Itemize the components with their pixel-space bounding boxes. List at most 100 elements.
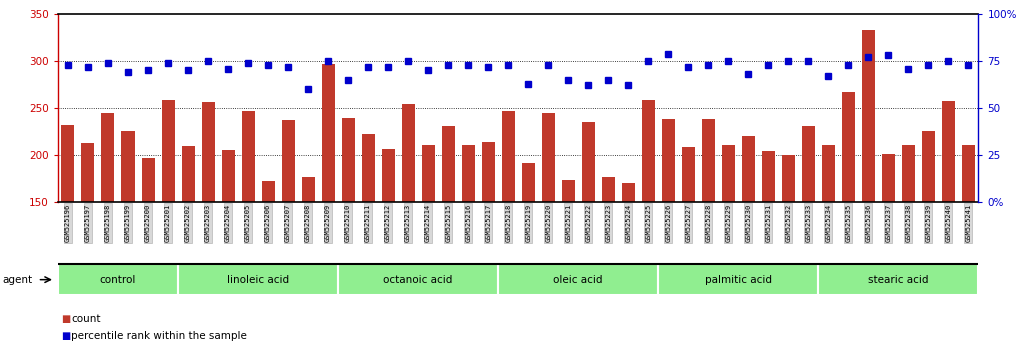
Bar [242,111,254,342]
Text: GSM525201: GSM525201 [165,204,171,242]
Bar [801,126,815,342]
Bar [441,126,455,342]
Text: GSM525209: GSM525209 [325,204,332,242]
Bar [338,264,498,295]
Bar [261,181,275,342]
Text: ■: ■ [61,331,70,341]
Text: GSM525241: GSM525241 [965,204,971,242]
Text: linoleic acid: linoleic acid [227,275,289,285]
Bar [402,104,415,342]
Bar [282,120,295,342]
Text: GSM525210: GSM525210 [345,204,351,242]
Text: GSM525203: GSM525203 [205,204,212,242]
Text: GSM525204: GSM525204 [225,204,231,242]
Text: GSM525235: GSM525235 [845,204,851,242]
Text: GSM525219: GSM525219 [525,204,531,242]
Bar [642,99,655,342]
Text: palmitic acid: palmitic acid [705,275,772,285]
Bar [162,101,175,342]
Text: GSM525214: GSM525214 [425,204,431,242]
Text: GSM525240: GSM525240 [946,204,951,242]
Bar [658,264,819,295]
Text: GSM525205: GSM525205 [245,204,251,242]
Text: GSM525229: GSM525229 [725,204,731,242]
Bar [962,145,975,342]
Text: GSM525225: GSM525225 [645,204,651,242]
Text: GSM525239: GSM525239 [925,204,932,242]
Text: GSM525236: GSM525236 [865,204,872,242]
Text: GSM525208: GSM525208 [305,204,311,242]
Bar [561,180,575,342]
Text: GSM525220: GSM525220 [545,204,551,242]
Text: GSM525215: GSM525215 [445,204,452,242]
Bar [819,264,978,295]
Bar [498,264,658,295]
Bar [741,136,755,342]
Bar [61,125,74,342]
Text: GSM525222: GSM525222 [585,204,591,242]
Text: GSM525226: GSM525226 [665,204,671,242]
Bar [602,177,614,342]
Bar [482,142,494,342]
Bar [942,101,955,342]
Text: count: count [71,314,101,324]
Bar [921,131,935,342]
Bar [762,151,775,342]
Text: GSM525237: GSM525237 [886,204,891,242]
Text: GSM525213: GSM525213 [405,204,411,242]
Bar [181,147,194,342]
Bar [882,154,895,342]
Bar [861,30,875,342]
Bar [102,113,115,342]
Bar [902,145,915,342]
Bar [681,147,695,342]
Text: GSM525216: GSM525216 [465,204,471,242]
Bar [222,150,235,342]
Text: GSM525227: GSM525227 [685,204,692,242]
Text: GSM525223: GSM525223 [605,204,611,242]
Text: GSM525230: GSM525230 [745,204,752,242]
Bar [362,134,374,342]
Bar [702,119,715,342]
Bar [842,92,855,342]
Text: GSM525212: GSM525212 [385,204,392,242]
Text: octanoic acid: octanoic acid [383,275,453,285]
Text: GSM525211: GSM525211 [365,204,371,242]
Text: GSM525200: GSM525200 [145,204,151,242]
Bar [782,155,794,342]
Text: GSM525234: GSM525234 [825,204,831,242]
Bar [722,144,734,342]
Text: GSM525198: GSM525198 [105,204,111,242]
Text: GSM525218: GSM525218 [505,204,512,242]
Bar [381,149,395,342]
Text: GSM525199: GSM525199 [125,204,131,242]
Bar [662,119,674,342]
Bar [422,144,434,342]
Bar [121,131,134,342]
Text: GSM525232: GSM525232 [785,204,791,242]
Bar [542,113,554,342]
Text: stearic acid: stearic acid [869,275,929,285]
Text: ■: ■ [61,314,70,324]
Bar [302,177,314,342]
Bar [141,158,155,342]
Bar [201,102,215,342]
Bar [822,144,835,342]
Text: control: control [100,275,136,285]
Bar [321,64,335,342]
Bar [342,118,355,342]
Bar [81,143,95,342]
Text: GSM525221: GSM525221 [565,204,572,242]
Text: percentile rank within the sample: percentile rank within the sample [71,331,247,341]
Bar [621,183,635,342]
Text: oleic acid: oleic acid [553,275,603,285]
Bar [462,145,475,342]
Text: GSM525228: GSM525228 [705,204,711,242]
Bar [582,122,595,342]
Text: GSM525207: GSM525207 [285,204,291,242]
Text: GSM525196: GSM525196 [65,204,71,242]
Text: GSM525202: GSM525202 [185,204,191,242]
Text: GSM525206: GSM525206 [265,204,272,242]
Text: GSM525197: GSM525197 [85,204,91,242]
Text: GSM525217: GSM525217 [485,204,491,242]
